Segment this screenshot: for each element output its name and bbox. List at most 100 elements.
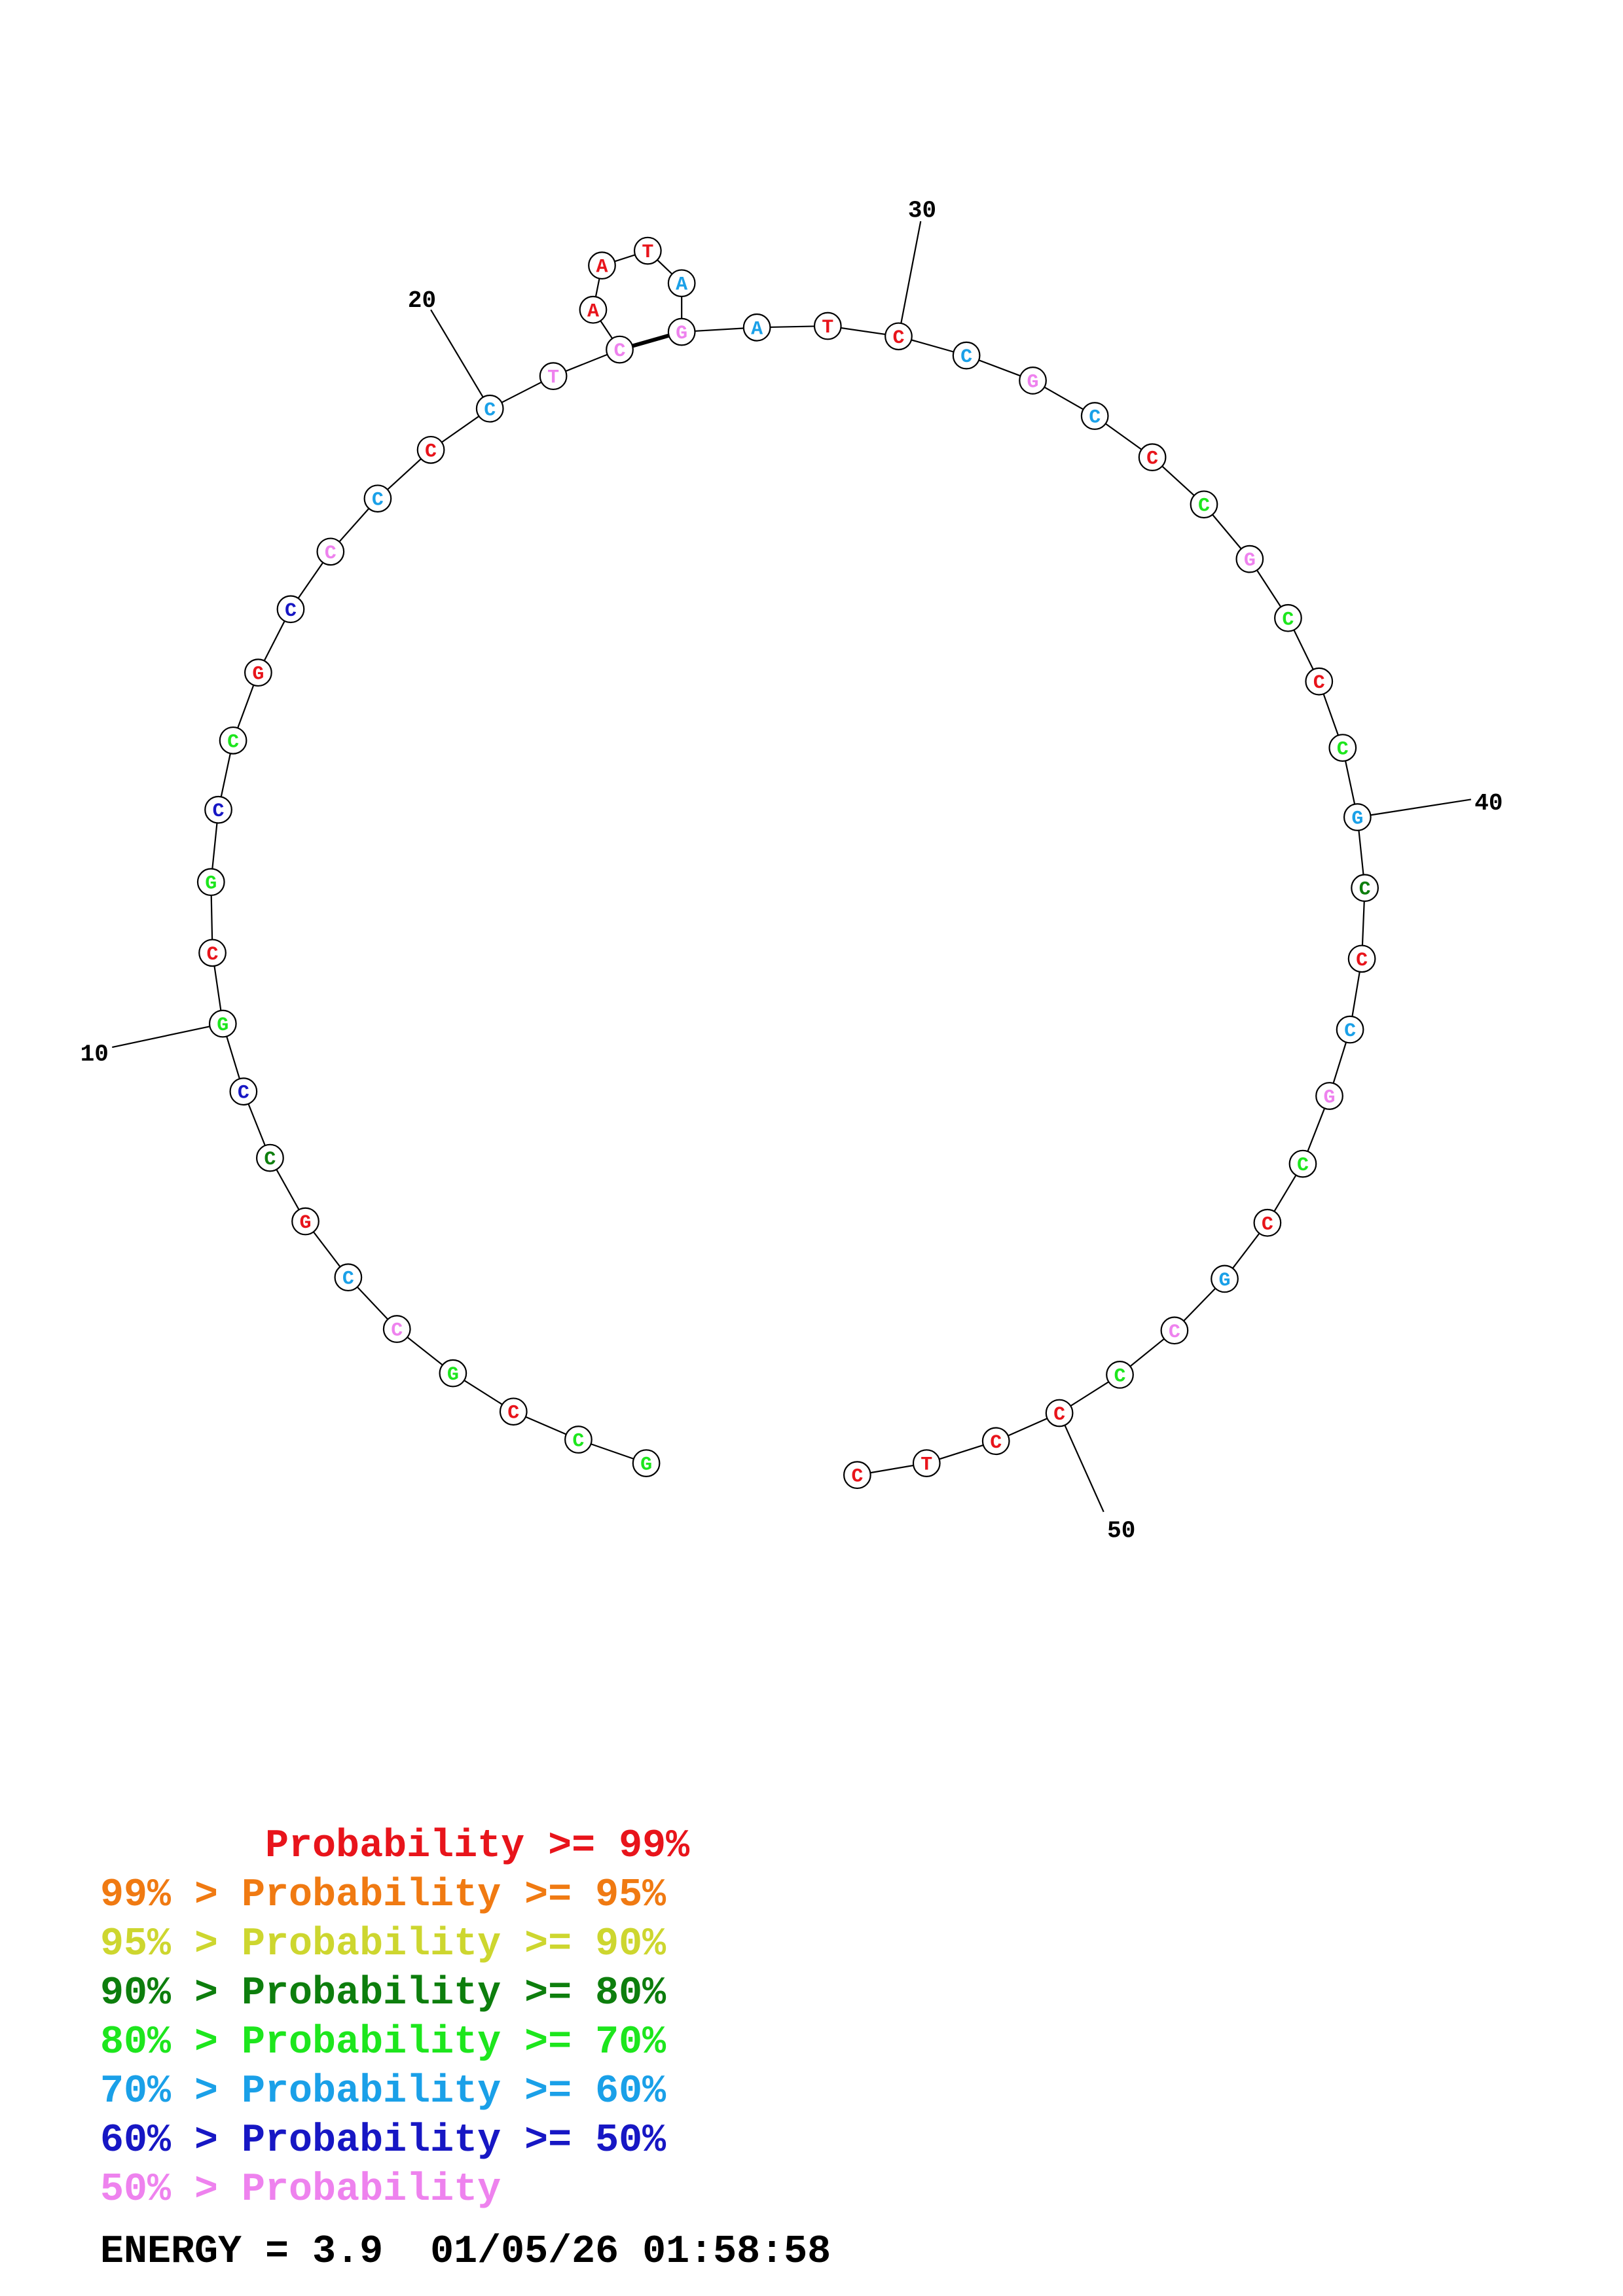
nucleotide: C	[1274, 603, 1302, 632]
tick-label: 40	[1474, 790, 1503, 817]
tick-line	[1059, 1412, 1104, 1513]
nucleotide-circle	[1253, 1208, 1282, 1237]
nucleotide-letter: G	[1219, 1270, 1231, 1292]
nucleotide-letter: C	[484, 399, 496, 422]
nucleotide-letter: G	[1351, 808, 1363, 831]
nucleotide: C	[334, 1263, 363, 1292]
tick-label: 30	[908, 197, 936, 224]
nucleotide-letter: T	[921, 1454, 932, 1477]
nucleotide-circle	[1288, 1149, 1317, 1178]
nucleotide-letter: A	[676, 274, 687, 296]
nucleotide: C	[1336, 1015, 1364, 1044]
nucleotide: T	[539, 362, 568, 391]
nucleotide: C	[1106, 1361, 1134, 1389]
nucleotide: C	[229, 1077, 258, 1106]
nucleotide: G	[1019, 367, 1047, 395]
nucleotide: G	[244, 658, 272, 687]
energy-footer: ENERGY = 3.9 01/05/26 01:58:58	[100, 2230, 831, 2274]
nucleotide-circle	[667, 317, 696, 346]
nucleotide-letter: G	[299, 1212, 311, 1234]
nucleotide: C	[1138, 443, 1167, 472]
nucleotide: C	[1253, 1208, 1282, 1237]
nucleotide-letter: C	[1313, 672, 1325, 694]
nucleotide: T	[912, 1449, 941, 1477]
nucleotide-circle	[1106, 1361, 1134, 1389]
nucleotide: C	[204, 795, 232, 824]
nucleotide-letter: C	[572, 1431, 584, 1453]
legend-line-3: 95% > Probability >= 90%	[100, 1922, 666, 1967]
nucleotide: C	[499, 1397, 528, 1426]
nucleotide-letter: C	[892, 327, 904, 350]
nucleotide: C	[382, 1315, 411, 1343]
nucleotide-letter: T	[547, 367, 559, 389]
nucleotide-letter: A	[596, 257, 608, 279]
nucleotide-circle	[256, 1143, 284, 1172]
nucleotide-letter: A	[587, 300, 599, 323]
nucleotide-circle	[244, 658, 272, 687]
nucleotide-letter: C	[238, 1083, 249, 1105]
nucleotide-circle	[196, 868, 225, 897]
nucleotide-letter: C	[1262, 1213, 1273, 1236]
nucleotide-circle	[499, 1397, 528, 1426]
nucleotide-circle	[633, 236, 662, 265]
nucleotide: G	[1211, 1265, 1239, 1293]
nucleotide-letter: C	[207, 944, 219, 966]
nucleotide-circle	[1019, 367, 1047, 395]
nucleotide-circle	[229, 1077, 258, 1106]
tick-label: 50	[1107, 1517, 1135, 1544]
nucleotide: G	[1235, 545, 1264, 573]
nucleotide-letter: C	[1089, 407, 1101, 429]
nucleotide-letter: C	[614, 340, 626, 363]
nucleotide: C	[1080, 402, 1109, 430]
nucleotide-letter: C	[213, 800, 225, 823]
nucleotide-letter: C	[1344, 1020, 1356, 1043]
legend-line-8: 50% > Probability	[100, 2168, 501, 2212]
nucleotide-letter: C	[1356, 950, 1368, 972]
nucleotide: C	[564, 1426, 593, 1454]
nucleotide-circle	[1138, 443, 1167, 472]
legend-line-2: 99% > Probability >= 95%	[100, 1873, 666, 1918]
nucleotide-letter: C	[851, 1466, 863, 1488]
position-ticks: 10 20 30 40 50	[81, 197, 1503, 1544]
nucleotide: T	[813, 312, 842, 340]
tick-line	[1357, 798, 1472, 818]
nucleotide-letter: T	[822, 317, 833, 339]
nucleotide: C	[1160, 1316, 1189, 1345]
nucleotide-letter: G	[676, 323, 687, 345]
nucleotide: G	[667, 317, 696, 346]
nucleotide-letter: C	[372, 490, 384, 512]
legend-line-5: 80% > Probability >= 70%	[100, 2020, 666, 2065]
nucleotide: C	[475, 394, 504, 423]
nucleotide-letter: C	[391, 1320, 403, 1342]
nucleotide-circle	[606, 335, 634, 364]
nucleotide: G	[439, 1359, 467, 1388]
nucleotide: C	[316, 537, 345, 566]
nucleotide-letter: C	[264, 1149, 276, 1171]
nucleotide: C	[219, 726, 247, 755]
nucleotide: C	[1351, 874, 1379, 903]
nucleotide: G	[196, 868, 225, 897]
nucleotide-circle	[1328, 734, 1357, 762]
nucleotide-circle	[1045, 1399, 1074, 1427]
nucleotide: C	[606, 335, 634, 364]
nucleotide: T	[633, 236, 662, 265]
tick-label: 10	[81, 1041, 109, 1067]
nucleotide: C	[198, 939, 227, 967]
tick-label: 20	[408, 287, 436, 314]
nucleotide-circle	[1343, 803, 1372, 831]
nucleotide-circle	[1315, 1082, 1343, 1110]
nucleotide: G	[632, 1449, 661, 1477]
nucleotide-circle	[439, 1359, 467, 1388]
nucleotide-circle	[813, 312, 842, 340]
nucleotide-circle	[1274, 603, 1302, 632]
nucleotide-circle	[208, 1009, 237, 1038]
nucleotide-circle	[632, 1449, 661, 1477]
nucleotide: C	[1045, 1399, 1074, 1427]
nucleotide: A	[742, 313, 771, 342]
nucleotide-letter: G	[205, 873, 217, 895]
probability-legend: Probability >= 99% 99% > Probability >= …	[100, 1824, 831, 2274]
legend-line-1: Probability >= 99%	[100, 1824, 690, 1869]
nucleotide-circle	[1211, 1265, 1239, 1293]
nucleotide-letter: C	[1337, 739, 1349, 761]
